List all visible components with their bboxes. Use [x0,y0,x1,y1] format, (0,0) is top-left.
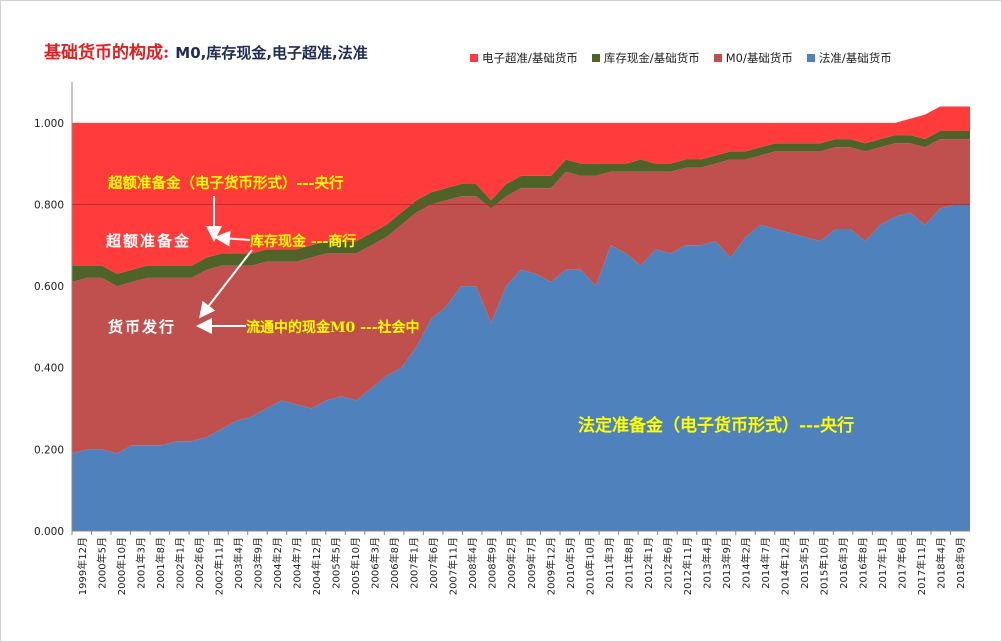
x-tick-label: 2015年5月 [798,537,811,589]
x-tick-label: 2007年6月 [427,537,440,589]
x-tick-label: 2012年6月 [661,537,674,589]
x-tick-label: 2010年5月 [564,537,577,589]
x-tick-label: 2017年1月 [876,537,889,589]
x-tick-label: 2018年4月 [935,537,948,589]
x-tick-label: 2003年4月 [232,537,245,589]
x-tick-label: 2010年10月 [583,537,596,595]
area-series-2 [72,130,970,287]
x-tick-label: 2014年7月 [759,537,772,589]
x-tick-label: 2016年8月 [857,537,870,589]
x-tick-label: 2005年10月 [349,537,362,595]
x-tick-label: 1999年12月 [76,537,89,595]
annotation-excess-reserve-central-bank: 超额准备金（电子货币形式）---央行 [107,174,344,192]
x-tick-label: 2009年2月 [505,537,518,589]
title-main: 基础货币的构成: [44,43,170,63]
x-tick-label: 2001年3月 [134,537,147,589]
x-tick-label: 2002年11月 [212,537,225,595]
x-tick-label: 2002年1月 [173,537,186,589]
legend-swatch [806,54,815,62]
legend-swatch [591,54,600,62]
annotation-excess-reserve: 超额准备金 [105,232,191,250]
legend-label: 法准/基础货币 [818,51,892,65]
area-series-1 [72,139,970,454]
arrow-vault-cash [214,230,251,247]
x-tick-label: 2012年11月 [681,537,694,595]
legend-item: 法准/基础货币 [806,50,892,66]
x-tick-label: 2015年10月 [818,537,831,595]
x-tick-label: 2000年5月 [95,537,108,589]
legend-item: 电子超准/基础货币 [470,50,578,66]
legend-item: M0/基础货币 [713,50,793,66]
area-series-3 [72,106,970,274]
y-tick-label: 0.800 [34,199,64,211]
y-tick-label: 0.600 [34,281,64,293]
y-tick-label: 0.000 [34,526,64,538]
x-tick-label: 2008年4月 [466,537,479,589]
chart-title: 基础货币的构成: M0,库存现金,电子超准,法准 [44,38,368,63]
x-tick-label: 2014年12月 [779,537,792,595]
x-tick-label: 2013年4月 [700,537,713,589]
x-tick-label: 2007年11月 [447,537,460,595]
x-tick-label: 2018年9月 [954,537,967,589]
legend: 电子超准/基础货币 库存现金/基础货币 M0/基础货币 法准/基础货币 [470,50,892,66]
title-sub: M0,库存现金,电子超准,法准 [175,44,368,62]
y-tick-label: 0.200 [34,444,64,456]
x-tick-label: 2006年8月 [388,537,401,589]
y-tick-label: 0.400 [34,363,64,375]
x-tick-label: 2003年9月 [251,537,264,589]
x-tick-label: 2009年12月 [544,537,557,595]
x-tick-label: 2004年2月 [271,537,284,589]
y-tick-label: 1.000 [34,118,64,130]
annotation-vault-cash-commercial-bank: 库存现金 ---商行 [250,233,356,250]
x-tick-label: 2008年9月 [486,537,499,589]
x-tick-label: 2004年7月 [291,537,304,589]
x-tick-label: 2007年1月 [408,537,421,589]
area-series-0 [72,204,970,532]
x-tick-label: 2009年7月 [525,537,538,589]
arrow-vault-cash-to-issuance [199,249,253,319]
legend-item: 库存现金/基础货币 [591,50,700,66]
x-tick-label: 2000年10月 [115,537,128,595]
x-tick-label: 2002年6月 [193,537,206,589]
x-tick-label: 2006年3月 [369,537,382,589]
x-tick-label: 2013年9月 [720,537,733,589]
legend-label: 电子超准/基础货币 [482,51,578,65]
x-tick-label: 2011年8月 [622,537,635,589]
legend-label: 库存现金/基础货币 [603,51,700,65]
x-tick-label: 2016年3月 [837,537,850,589]
annotation-currency-issuance: 货币发行 [108,318,176,336]
x-tick-label: 2001年8月 [154,537,167,589]
legend-swatch [470,54,478,62]
legend-label: M0/基础货币 [725,51,793,65]
x-tick-label: 2017年6月 [896,537,909,589]
x-tick-label: 2011年3月 [603,537,616,589]
x-tick-label: 2014年2月 [740,537,753,589]
legend-swatch [713,54,722,62]
x-tick-label: 2017年11月 [915,537,928,595]
annotation-required-reserve-central-bank: 法定准备金（电子货币形式）---央行 [578,415,854,436]
annotation-m0-in-circulation: 流通中的现金M0 ---社会中 [246,319,420,336]
x-tick-label: 2005年5月 [330,537,343,589]
x-tick-label: 2004年12月 [310,537,323,595]
x-tick-label: 2012年1月 [642,537,655,589]
